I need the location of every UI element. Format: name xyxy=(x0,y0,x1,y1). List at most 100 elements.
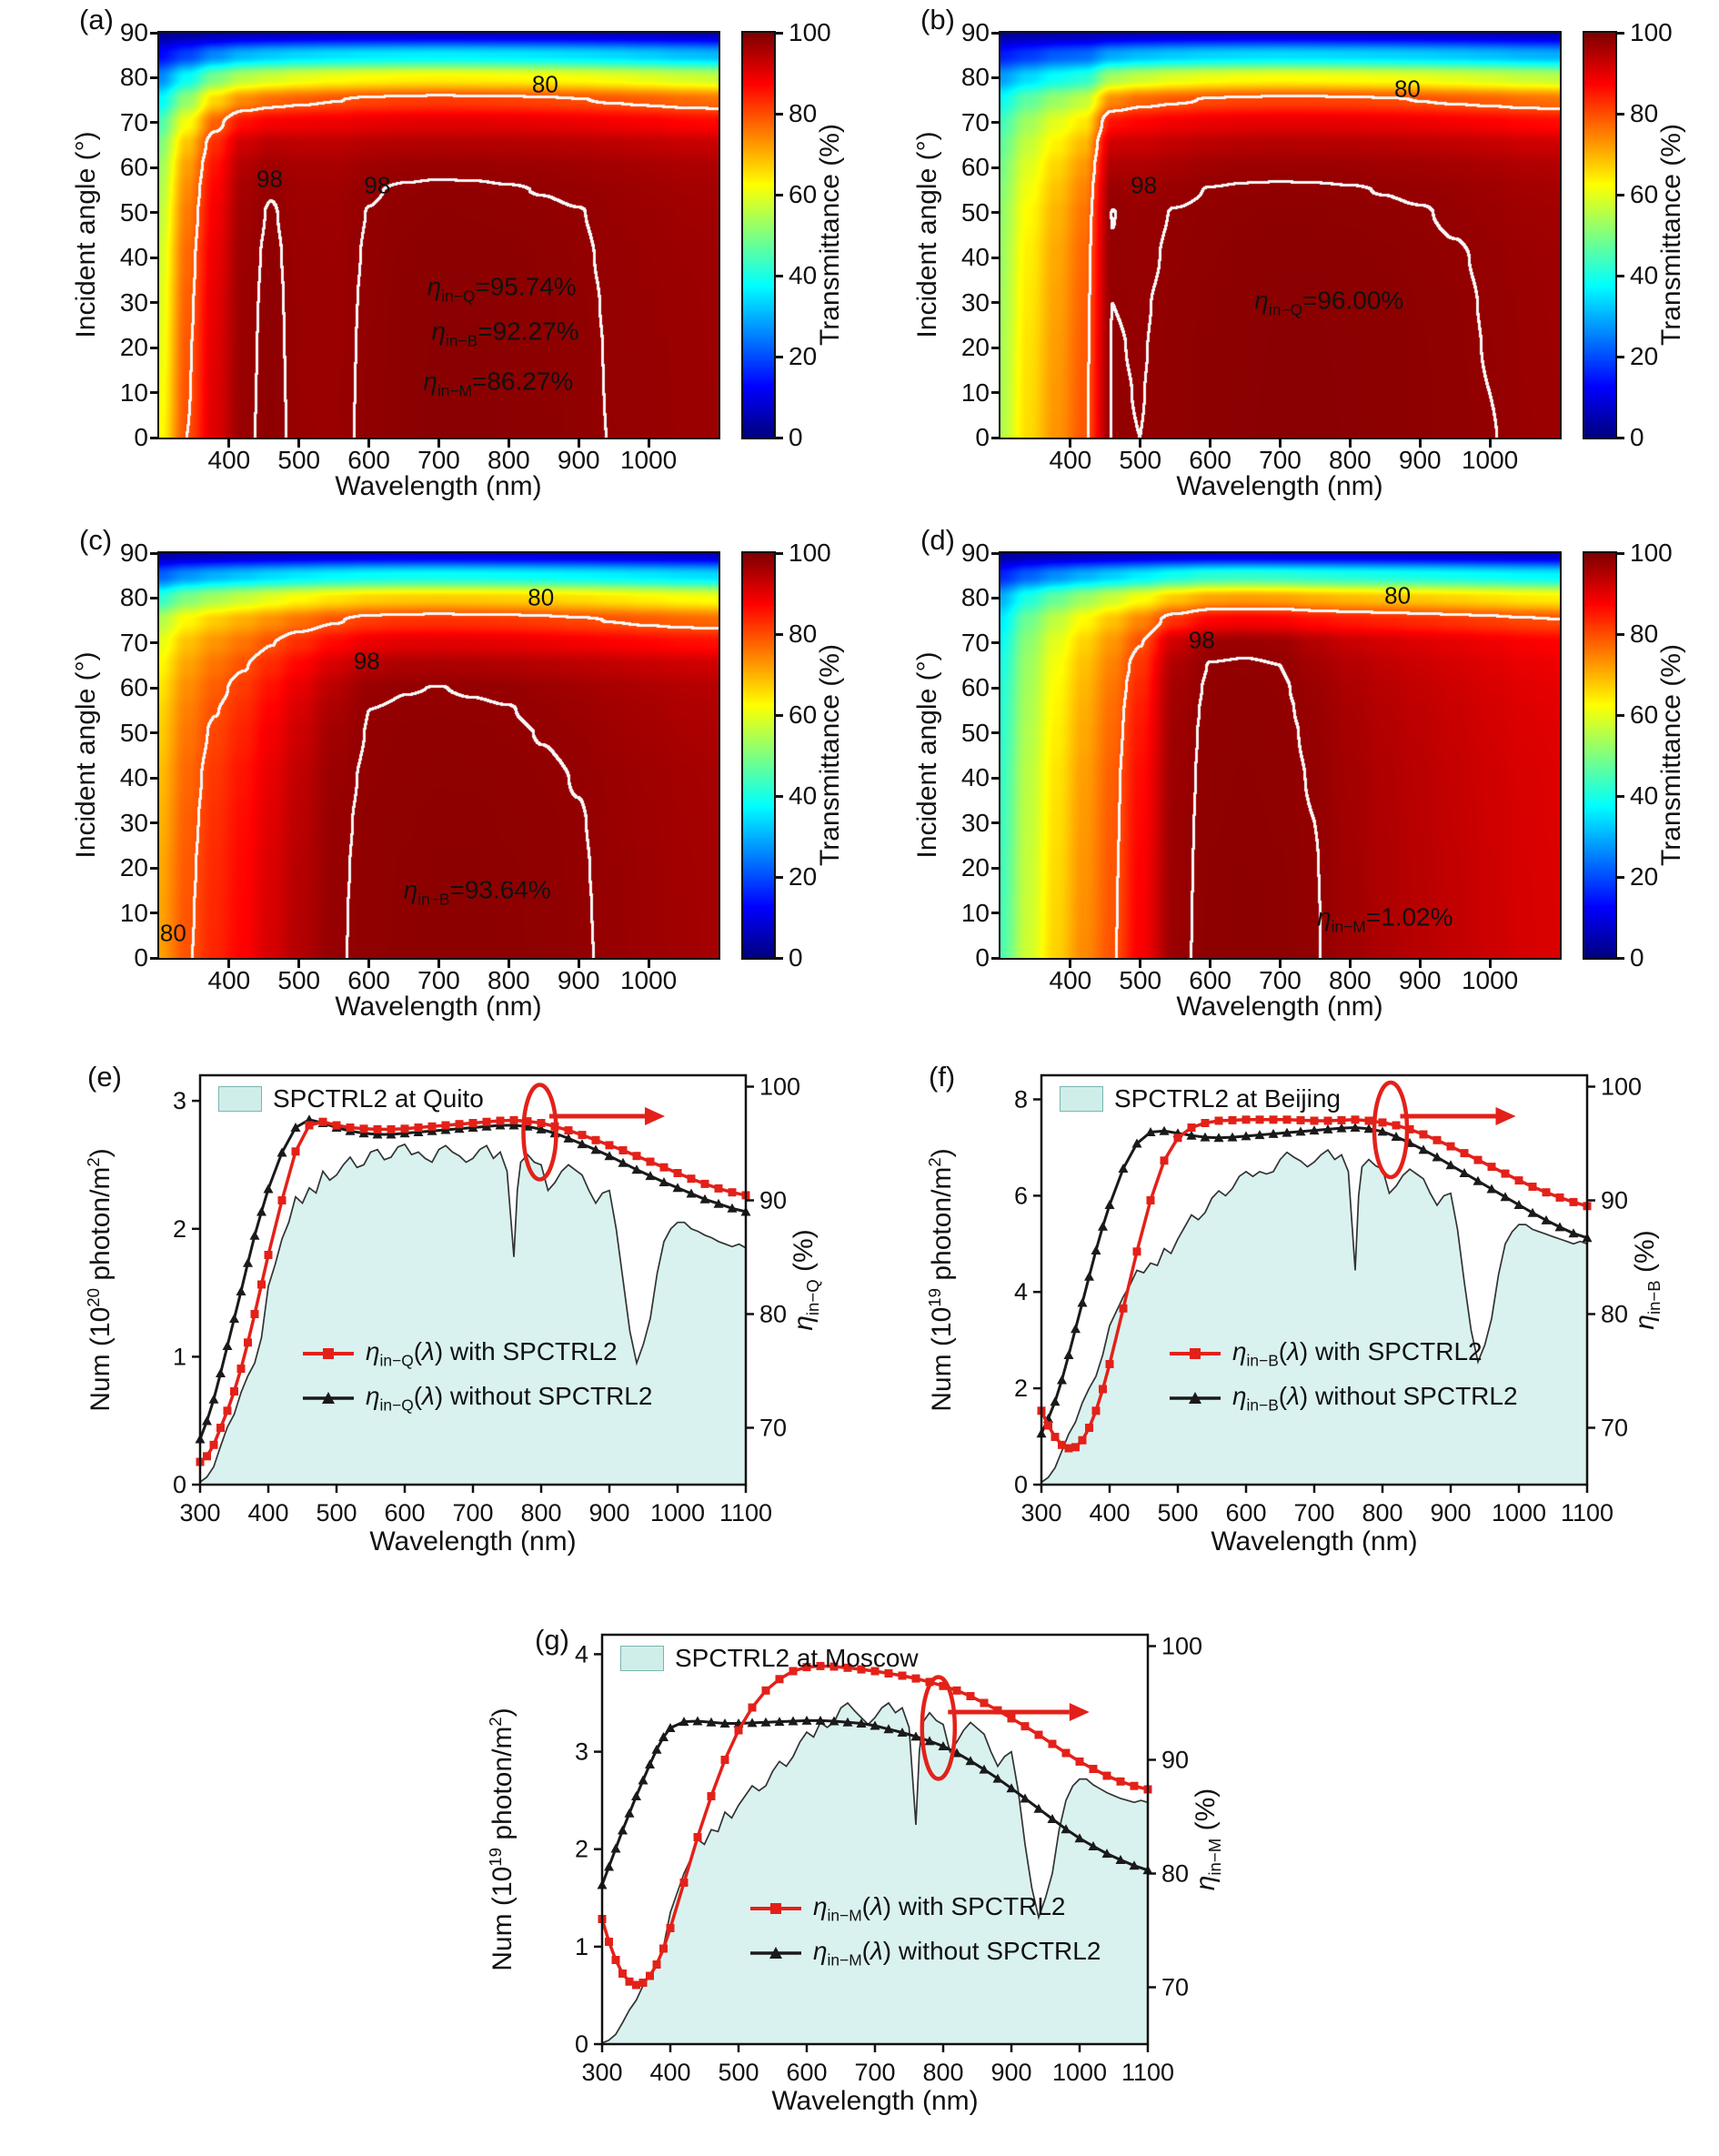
y-tick-label: 10 xyxy=(119,378,148,407)
x-tick-mark xyxy=(297,960,301,968)
y-left-tick-label: 4 xyxy=(1014,1278,1028,1305)
x-tick-mark xyxy=(297,439,301,448)
series-legend: ηin−B(λ) with SPCTRL2 ηin−B(λ) without S… xyxy=(1167,1337,1518,1415)
x-axis-label: Wavelength (nm) xyxy=(771,2086,979,2116)
y-left-tick-label: 2 xyxy=(1014,1375,1028,1402)
colorbar-tick-label: 40 xyxy=(1630,261,1659,289)
contour-label: 80 xyxy=(528,583,555,611)
x-tick-label: 400 xyxy=(207,446,251,474)
y-tick-label: 50 xyxy=(960,197,990,227)
y-axis-label: Incident angle (°) xyxy=(71,131,101,338)
y-tick-label: 70 xyxy=(119,107,148,136)
colorbar-tick-label: 0 xyxy=(789,943,803,972)
panel-g-label: (g) xyxy=(535,1624,569,1656)
y-tick-label: 30 xyxy=(960,287,990,317)
y-tick-label: 10 xyxy=(119,898,148,927)
legend-label: ηin−Q(λ) without SPCTRL2 xyxy=(366,1381,653,1415)
contour-label: 98 xyxy=(1131,171,1158,199)
arrow-head-icon xyxy=(1069,1703,1090,1721)
contour-label: 98 xyxy=(353,647,380,675)
y-right-tick-label: 100 xyxy=(1601,1073,1642,1101)
y-right-tick-label: 90 xyxy=(1601,1187,1628,1214)
panel-b: (b) Incident angle (°) Transmittance (%)… xyxy=(864,4,1710,519)
legend-with-spctrl2: ηin−B(λ) with SPCTRL2 xyxy=(1167,1337,1518,1371)
y-tick-mark xyxy=(150,256,159,259)
y-left-tick-label: 3 xyxy=(575,1738,588,1766)
contour-label: 98 xyxy=(1188,626,1215,654)
highlight-ellipse xyxy=(920,1675,958,1781)
colorbar-tick-mark xyxy=(776,794,783,798)
x-tick-label: 1100 xyxy=(1561,1499,1613,1526)
red-line-square-icon xyxy=(1170,1348,1221,1360)
y-tick-mark xyxy=(150,866,159,870)
y-right-tick-label: 90 xyxy=(759,1187,787,1214)
x-axis-label: Wavelength (nm) xyxy=(1211,1526,1418,1557)
y-left-tick-label: 0 xyxy=(1014,1471,1028,1498)
colorbar-tick-label: 0 xyxy=(789,423,803,451)
y-tick-label: 10 xyxy=(960,378,990,407)
x-tick-label: 600 xyxy=(1225,1499,1266,1526)
y-tick-mark xyxy=(991,256,1000,259)
x-tick-label: 500 xyxy=(1119,446,1162,474)
y-left-tick-label: 0 xyxy=(575,2030,588,2058)
colorbar-tick-label: 40 xyxy=(789,781,818,810)
x-tick-label: 900 xyxy=(588,1499,629,1526)
x-tick-mark xyxy=(1348,439,1352,448)
contour-label: 80 xyxy=(1384,581,1412,610)
x-tick-mark xyxy=(577,960,580,968)
y-right-tick-label: 80 xyxy=(759,1301,787,1328)
colorbar-tick-label: 60 xyxy=(1630,180,1659,208)
y-tick-mark xyxy=(991,211,1000,215)
colorbar-canvas xyxy=(1583,31,1617,439)
y-tick-label: 70 xyxy=(119,628,148,657)
panel-f-label: (f) xyxy=(929,1061,956,1093)
y-tick-label: 0 xyxy=(975,943,990,972)
x-tick-label: 600 xyxy=(786,2059,827,2086)
eta-without-line xyxy=(198,1118,747,1440)
y-tick-label: 90 xyxy=(960,539,990,567)
x-tick-label: 400 xyxy=(207,966,251,994)
x-tick-mark xyxy=(1209,960,1212,968)
heatmap-canvas xyxy=(999,551,1562,960)
colorbar-tick-mark xyxy=(776,632,783,636)
x-tick-label: 700 xyxy=(1259,446,1302,474)
x-tick-mark xyxy=(1488,439,1492,448)
y-tick-label: 80 xyxy=(119,63,148,92)
efficiency-annotation: ηin−M=1.02% xyxy=(1317,902,1453,936)
x-tick-mark xyxy=(1279,439,1282,448)
spectrum-swatch xyxy=(620,1646,664,1671)
panel-a: (a) Incident angle (°) Transmittance (%)… xyxy=(23,4,869,519)
y-tick-label: 20 xyxy=(119,853,148,882)
black-line-triangle-icon xyxy=(750,1946,801,1959)
colorbar-tick-label: 40 xyxy=(789,261,818,289)
y-axis-label: Incident angle (°) xyxy=(71,651,101,859)
x-axis-label: Wavelength (nm) xyxy=(335,471,542,501)
eta-without-markers xyxy=(597,1715,1153,1889)
spctrl2-legend: SPCTRL2 at Moscow xyxy=(620,1644,919,1673)
y-tick-label: 70 xyxy=(960,628,990,657)
x-tick-mark xyxy=(1348,960,1352,968)
y-tick-mark xyxy=(991,121,1000,125)
colorbar-tick-mark xyxy=(776,193,783,196)
y-left-tick-label: 1 xyxy=(173,1343,186,1370)
x-axis-label: Wavelength (nm) xyxy=(1176,992,1383,1022)
colorbar-label: Transmittance (%) xyxy=(1656,644,1686,866)
y-left-tick-label: 0 xyxy=(173,1471,186,1498)
colorbar-tick-label: 40 xyxy=(1630,781,1659,810)
arrow-head-icon xyxy=(1495,1107,1516,1125)
y-left-tick-label: 3 xyxy=(173,1087,186,1114)
y-tick-label: 60 xyxy=(960,673,990,702)
panel-c-label: (c) xyxy=(79,524,113,556)
x-axis-label: Wavelength (nm) xyxy=(1176,471,1383,501)
colorbar-label: Transmittance (%) xyxy=(815,644,845,866)
y-tick-label: 50 xyxy=(119,197,148,227)
y-tick-mark xyxy=(991,346,1000,349)
x-tick-label: 900 xyxy=(1398,966,1442,994)
colorbar-tick-mark xyxy=(1617,713,1624,717)
x-tick-label: 1000 xyxy=(1052,2059,1107,2086)
colorbar-tick-label: 60 xyxy=(789,700,818,729)
x-tick-label: 1000 xyxy=(1492,1499,1546,1526)
y-tick-mark xyxy=(991,821,1000,825)
colorbar-tick-mark xyxy=(776,274,783,277)
